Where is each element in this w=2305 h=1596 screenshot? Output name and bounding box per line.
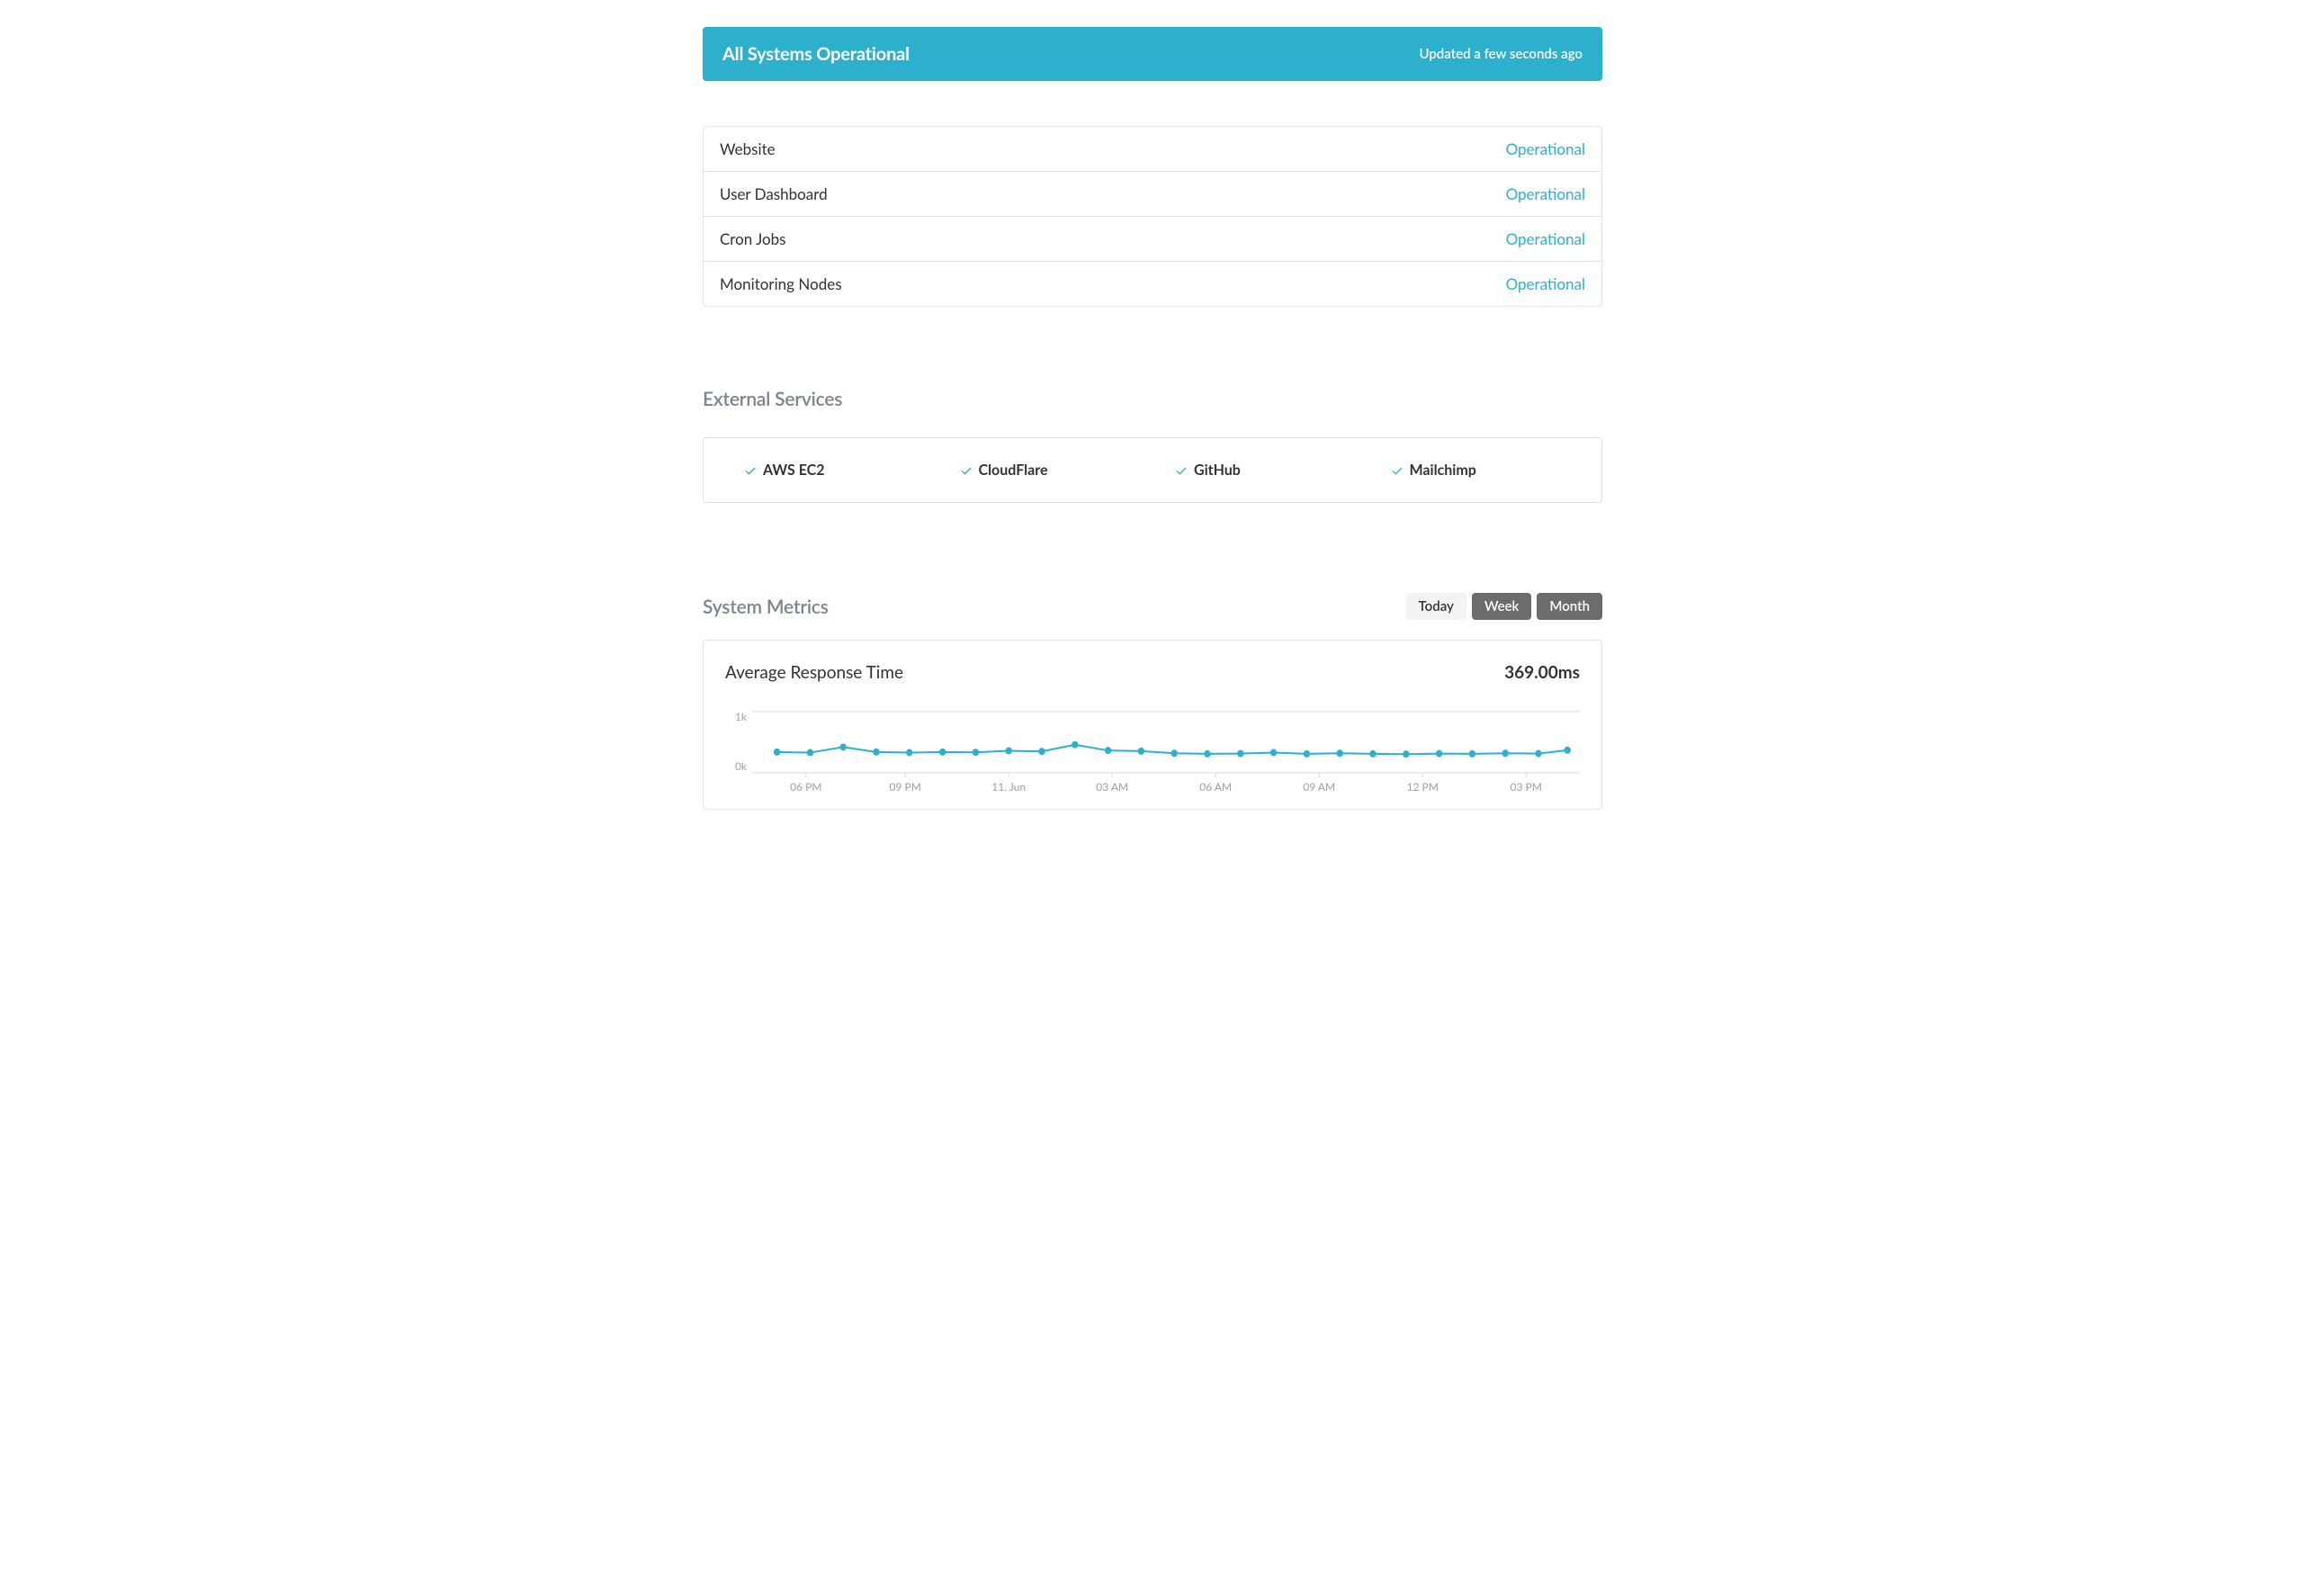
external-services-title: External Services [703, 388, 1602, 410]
external-service-label: GitHub [1194, 462, 1241, 479]
y-axis-labels: 1k 0k [725, 710, 747, 773]
external-service-item: CloudFlare [937, 462, 1153, 479]
external-service-label: CloudFlare [979, 462, 1048, 479]
x-axis-label: 12 PM [1407, 780, 1439, 794]
check-icon [1174, 463, 1188, 478]
external-service-label: Mailchimp [1410, 462, 1476, 479]
x-axis-label: 11. Jun [991, 780, 1026, 794]
range-button-today[interactable]: Today [1406, 593, 1466, 620]
x-axis-label: 09 AM [1303, 780, 1335, 794]
line-chart-svg [752, 710, 1580, 782]
component-name: Cron Jobs [720, 229, 786, 248]
range-button-month[interactable]: Month [1537, 593, 1602, 620]
component-name: Website [720, 139, 776, 158]
x-axis-label: 06 AM [1199, 780, 1232, 794]
y-label-max: 1k [725, 710, 747, 723]
external-service-item: GitHub [1152, 462, 1368, 479]
time-range-toggle: TodayWeekMonth [1406, 593, 1602, 620]
component-status: Operational [1506, 139, 1585, 158]
component-row: Monitoring Nodes Operational [704, 262, 1601, 306]
range-button-week[interactable]: Week [1472, 593, 1532, 620]
component-status: Operational [1506, 274, 1585, 293]
external-service-item: AWS EC2 [722, 462, 937, 479]
external-services-panel: AWS EC2 CloudFlare GitHub Mailchimp [703, 437, 1602, 503]
check-icon [959, 463, 973, 478]
component-row: Cron Jobs Operational [704, 217, 1601, 262]
external-service-item: Mailchimp [1368, 462, 1584, 479]
chart-title: Average Response Time [725, 662, 903, 683]
status-banner: All Systems Operational Updated a few se… [703, 27, 1602, 81]
x-axis-label: 09 PM [890, 780, 921, 794]
external-service-label: AWS EC2 [763, 462, 825, 479]
component-status: Operational [1506, 229, 1585, 248]
x-axis-label: 03 AM [1096, 780, 1128, 794]
chart-area: 1k 0k 06 PM09 PM11. Jun03 AM06 AM09 AM12… [752, 710, 1580, 800]
component-name: Monitoring Nodes [720, 274, 842, 293]
x-axis-label: 03 PM [1511, 780, 1542, 794]
metrics-header: System Metrics TodayWeekMonth [703, 593, 1602, 620]
status-page: All Systems Operational Updated a few se… [703, 0, 1602, 810]
y-label-min: 0k [725, 759, 747, 773]
check-icon [743, 463, 758, 478]
response-time-chart-panel: Average Response Time 369.00ms 1k 0k 06 … [703, 640, 1602, 810]
x-axis-label: 06 PM [790, 780, 821, 794]
system-metrics-title: System Metrics [703, 596, 829, 618]
check-icon [1390, 463, 1404, 478]
components-panel: Website Operational User Dashboard Operatio… [703, 126, 1602, 307]
chart-current-value: 369.00ms [1504, 662, 1580, 683]
updated-text: Updated a few seconds ago [1419, 46, 1583, 62]
overall-status-title: All Systems Operational [722, 43, 910, 65]
chart-header: Average Response Time 369.00ms [725, 662, 1580, 683]
component-row: User Dashboard Operational [704, 172, 1601, 217]
component-status: Operational [1506, 184, 1585, 203]
component-name: User Dashboard [720, 184, 828, 203]
component-row: Website Operational [704, 127, 1601, 172]
